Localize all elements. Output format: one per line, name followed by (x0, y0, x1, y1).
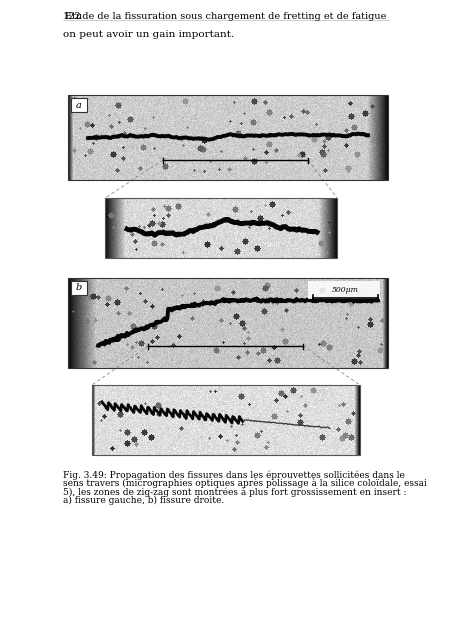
Bar (71, 98, 87, 112)
Bar (68, 95, 387, 180)
Text: 122: 122 (63, 12, 82, 21)
Text: 5), les zones de zig-zag sont montrées à plus fort grossissement en insert :: 5), les zones de zig-zag sont montrées à… (63, 487, 405, 497)
Bar (105, 198, 336, 258)
Text: a: a (76, 100, 82, 109)
Bar (68, 278, 387, 368)
Text: b: b (76, 284, 82, 292)
Bar (71, 281, 87, 295)
Bar (307, 281, 379, 299)
Text: on peut avoir un gain important.: on peut avoir un gain important. (63, 30, 234, 39)
Text: a) fissure gauche, b) fissure droite.: a) fissure gauche, b) fissure droite. (63, 495, 224, 504)
Text: sens travers (micrographies optiques après polissage à la silice coloïdale, essa: sens travers (micrographies optiques apr… (63, 479, 426, 488)
Bar (92, 385, 359, 455)
Text: Fig. 3.49: Propagation des fissures dans les éprouvettes sollicitées dans le: Fig. 3.49: Propagation des fissures dans… (63, 470, 404, 479)
Text: 500μm: 500μm (331, 286, 358, 294)
Text: Etude de la fissuration sous chargement de fretting et de fatigue: Etude de la fissuration sous chargement … (65, 12, 386, 21)
